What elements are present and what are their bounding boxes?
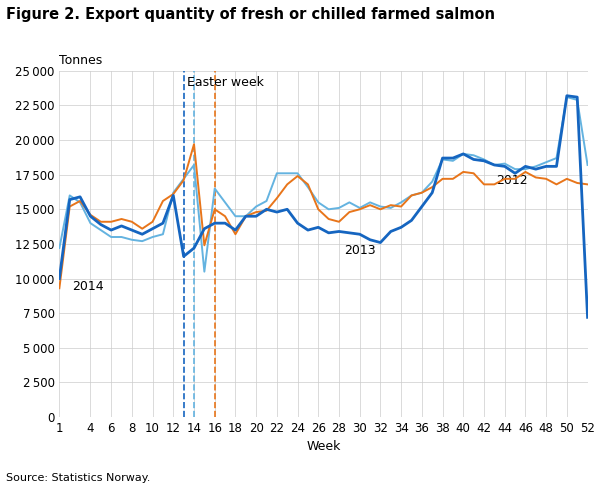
Text: 2013: 2013 bbox=[344, 244, 376, 257]
Text: Easter week: Easter week bbox=[187, 76, 264, 89]
Text: 2014: 2014 bbox=[72, 281, 104, 293]
Text: Figure 2. Export quantity of fresh or chilled farmed salmon: Figure 2. Export quantity of fresh or ch… bbox=[6, 7, 495, 22]
Text: 2012: 2012 bbox=[497, 174, 528, 187]
Text: Tonnes: Tonnes bbox=[59, 54, 102, 67]
X-axis label: Week: Week bbox=[306, 441, 340, 453]
Text: Source: Statistics Norway.: Source: Statistics Norway. bbox=[6, 473, 151, 483]
